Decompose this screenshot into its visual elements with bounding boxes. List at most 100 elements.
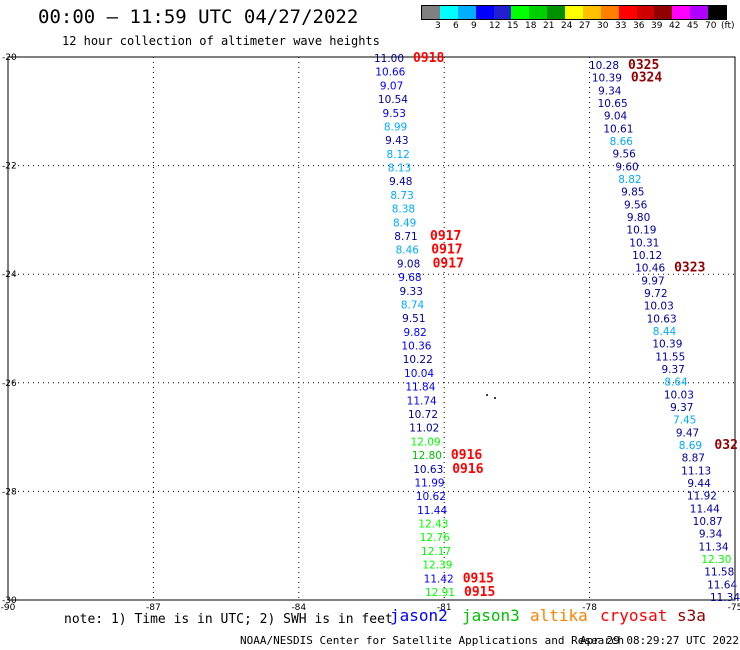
legend-label: 15 bbox=[507, 21, 519, 31]
wave-height-value: 12.76 bbox=[420, 532, 450, 544]
legend-swatch bbox=[547, 6, 565, 19]
legend-label: 6 bbox=[453, 21, 459, 31]
wave-height-value: 10.39 bbox=[652, 339, 682, 351]
lon-label: -90 bbox=[1, 603, 16, 613]
legend-label: 30 bbox=[597, 21, 609, 31]
wave-height-value: 8.69 bbox=[679, 440, 702, 452]
wave-height-value: 8.73 bbox=[390, 190, 413, 202]
wave-height-value: 8.12 bbox=[386, 149, 409, 161]
wave-height-value: 10.63 bbox=[647, 313, 677, 325]
wave-height-value: 10.04 bbox=[404, 368, 434, 380]
wave-height-value: 11.92 bbox=[687, 491, 717, 503]
legend-label: 36 bbox=[633, 21, 645, 31]
wave-height-value: 8.82 bbox=[618, 174, 641, 186]
map-title: 00:00 – 11:59 UTC 04/27/2022 bbox=[38, 6, 359, 28]
wave-height-value: 8.44 bbox=[653, 326, 677, 338]
wave-height-value: 9.68 bbox=[398, 272, 421, 284]
wave-height-value: 10.66 bbox=[375, 67, 405, 79]
legend-swatch bbox=[672, 6, 691, 19]
legend-swatch bbox=[600, 6, 619, 19]
wave-height-value: 11.55 bbox=[655, 351, 685, 363]
wave-height-value: 10.22 bbox=[403, 354, 433, 366]
wave-height-value: 9.53 bbox=[383, 108, 406, 120]
wave-height-value: 9.34 bbox=[699, 529, 723, 541]
wave-height-value: 10.63 bbox=[413, 464, 443, 476]
legend-altika: altika bbox=[530, 606, 588, 625]
wave-height-value: 11.34 bbox=[698, 541, 728, 553]
legend-label: 18 bbox=[525, 21, 537, 31]
wave-height-value: 9.48 bbox=[389, 176, 412, 188]
pass-time-label: 0916 bbox=[452, 462, 483, 477]
wave-height-value: 8.74 bbox=[401, 299, 425, 311]
wave-height-value: 9.82 bbox=[403, 327, 426, 339]
legend-swatch bbox=[618, 6, 637, 19]
legend-swatch bbox=[636, 6, 655, 19]
pass-time-label: 0917 bbox=[431, 243, 462, 258]
wave-height-value: 10.12 bbox=[632, 250, 662, 262]
wave-height-value: 9.47 bbox=[676, 427, 699, 439]
legend-label: 21 bbox=[543, 21, 555, 31]
lat-label: -26 bbox=[2, 379, 17, 389]
legend-swatch bbox=[582, 6, 601, 19]
wave-height-value: 12.43 bbox=[418, 519, 448, 531]
wave-height-value: 10.36 bbox=[401, 341, 431, 353]
pass-time-label: 0915 bbox=[464, 585, 495, 600]
legend-swatch bbox=[439, 6, 458, 19]
lon-label: -81 bbox=[437, 603, 452, 613]
map-mark bbox=[486, 394, 488, 396]
legend-label: 3 bbox=[435, 21, 441, 31]
wave-height-value: 9.85 bbox=[621, 187, 644, 199]
legend-label: 42 bbox=[669, 21, 681, 31]
wave-height-value: 9.60 bbox=[615, 161, 638, 173]
generated-timestamp: Apr 29 08:29:27 UTC 2022 bbox=[580, 634, 739, 647]
wave-height-value: 11.13 bbox=[681, 465, 711, 477]
legend-s3a: s3a bbox=[677, 606, 706, 625]
pass-time-label: 0324 bbox=[631, 71, 662, 86]
legend-label: 39 bbox=[651, 21, 663, 31]
wave-height-value: 10.54 bbox=[378, 94, 408, 106]
wave-height-value: 10.61 bbox=[603, 123, 633, 135]
legend-cryosat: cryosat bbox=[600, 606, 668, 625]
pass-time-label: 0323 bbox=[674, 261, 705, 276]
map-subtitle: 12 hour collection of altimeter wave hei… bbox=[62, 34, 380, 48]
legend-swatch bbox=[654, 6, 673, 19]
lat-label: -24 bbox=[2, 270, 17, 280]
wave-height-value: 8.66 bbox=[610, 136, 634, 148]
pass-time-label: 0916 bbox=[451, 448, 482, 463]
legend-jason2: jason2 bbox=[390, 606, 448, 625]
wave-height-value: 11.74 bbox=[407, 395, 437, 407]
wave-height-value: 11.64 bbox=[707, 579, 737, 591]
legend-label: 27 bbox=[579, 21, 591, 31]
legend-label: 33 bbox=[615, 21, 627, 31]
pass-time-label: 032 bbox=[714, 438, 737, 453]
map-mark bbox=[494, 397, 496, 399]
wave-height-value: 9.56 bbox=[624, 199, 648, 211]
legend-label: 45 bbox=[687, 21, 699, 31]
wave-height-value: 9.56 bbox=[612, 149, 636, 161]
pass-time-label: 0917 bbox=[433, 256, 464, 271]
credit-text: NOAA/NESDIS Center for Satellite Applica… bbox=[240, 634, 625, 647]
wave-height-value: 10.31 bbox=[629, 237, 659, 249]
legend-swatch bbox=[422, 6, 440, 19]
legend-swatch bbox=[511, 6, 530, 19]
wave-height-value: 9.44 bbox=[687, 478, 711, 490]
pass-time-label: 0917 bbox=[430, 229, 461, 244]
wave-height-value: 8.49 bbox=[393, 217, 416, 229]
wave-height-value: 10.03 bbox=[664, 389, 694, 401]
wave-height-value: 9.08 bbox=[397, 258, 420, 270]
wave-height-value: 12.30 bbox=[701, 554, 731, 566]
pass-time-label: 0325 bbox=[628, 58, 659, 73]
wave-height-value: 8.38 bbox=[392, 204, 415, 216]
lat-label: -22 bbox=[2, 162, 17, 172]
wave-height-value: 11.44 bbox=[417, 505, 447, 517]
wave-height-value: 8.64 bbox=[664, 377, 688, 389]
wave-height-value: 8.71 bbox=[394, 231, 417, 243]
legend-swatch bbox=[457, 6, 476, 19]
lon-label: -87 bbox=[146, 603, 161, 613]
wave-height-value: 9.37 bbox=[661, 364, 684, 376]
wave-height-value: 11.42 bbox=[424, 573, 454, 585]
footer-note: note: 1) Time is in UTC; 2) SWH is in fe… bbox=[64, 612, 393, 627]
wave-height-value: 8.99 bbox=[384, 121, 407, 133]
legend-swatch bbox=[475, 6, 494, 19]
wave-height-value: 10.19 bbox=[626, 225, 656, 237]
